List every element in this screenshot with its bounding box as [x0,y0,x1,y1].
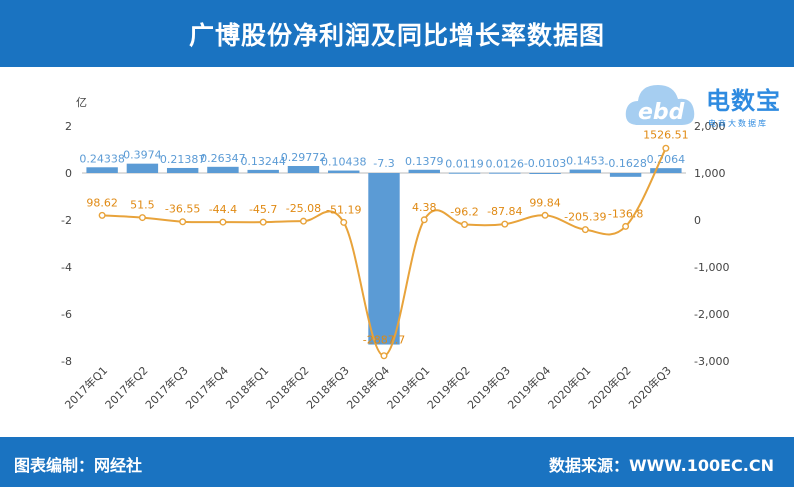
line-point [461,221,469,229]
bar-data-label: 0.21387 [160,153,206,166]
footer-bar: 图表编制：网经社 数据来源：WWW.100EC.CN [0,437,794,487]
line-data-label: -205.39 [564,211,606,224]
line-point [138,214,146,222]
x-tick-label: 2019年Q1 [384,363,433,412]
bar [126,163,159,173]
bar-data-label: 0.3974 [123,149,162,162]
bar [328,170,360,173]
svg-text:ebd: ebd [638,100,685,125]
line-point [179,218,187,226]
bar [609,173,642,177]
bar-data-label: 0.2064 [647,153,686,166]
right-tick-label: -3,000 [694,355,729,368]
line-data-label: -136.8 [608,207,643,220]
left-axis-unit: 亿 [76,96,87,109]
line-point [299,217,307,225]
x-tick-label: 2017年Q3 [142,363,191,412]
left-tick-label: -4 [61,261,72,274]
right-tick-label: -1,000 [694,261,729,274]
line-data-label: -2887.7 [363,334,405,347]
bar-data-label: 0.13244 [240,155,286,168]
bar [287,166,320,173]
line-point [219,218,227,226]
line-point [662,144,670,152]
left-tick-label: -8 [61,355,72,368]
line-point [501,220,509,228]
x-tick-label: 2019年Q2 [424,363,473,412]
x-tick-label: 2018年Q1 [223,363,272,412]
bar-data-label: 0.1453 [566,155,605,168]
line-data-label: -51.19 [326,203,361,216]
x-tick-label: 2018年Q4 [344,363,393,412]
logo: ebd 电数宝 电商大数据库 [624,73,784,135]
left-tick-label: 2 [65,120,72,133]
footer-credit: 图表编制：网经社 [14,456,143,475]
line-data-label: 51.5 [130,199,155,212]
bar-data-label: 0.1379 [405,155,444,168]
line-point [259,218,267,226]
bar-data-label: 0.29772 [281,151,327,164]
bar [368,173,400,345]
chart: 0.243380.39740.213870.263470.132440.2977… [61,96,729,412]
line-data-label: 4.38 [412,201,437,214]
x-tick-label: 2018年Q2 [263,363,312,412]
logo-brand: 电数宝 [706,87,781,115]
footer-source: 数据来源：WWW.100EC.CN [548,456,774,475]
right-tick-label: 0 [694,214,701,227]
line-point [420,216,428,224]
bar-data-label: 0.26347 [200,152,246,165]
x-tick-label: 2017年Q4 [183,363,232,412]
logo-tagline: 电商大数据库 [708,119,768,128]
right-tick-label: 1,000 [694,167,726,180]
page-title: 广博股份净利润及同比增长率数据图 [188,20,605,50]
header-bar: 广博股份净利润及同比增长率数据图 [0,0,794,67]
line-point [622,222,630,230]
bar [166,167,199,173]
left-tick-label: 0 [65,167,72,180]
x-tick-label: 2020年Q3 [625,363,674,412]
x-tick-label: 2020年Q2 [585,363,634,412]
line-point [98,211,106,219]
line-data-label: -25.08 [286,202,321,215]
bar-data-label: 0.24338 [79,152,125,165]
right-tick-label: -2,000 [694,308,729,321]
line-point [581,226,589,234]
x-tick-label: 2017年Q1 [62,363,111,412]
right-tick-label: 2,000 [694,120,726,133]
line-point [340,218,348,226]
bar [86,167,118,173]
bar [207,166,239,173]
bar [569,169,602,173]
line-data-label: -45.7 [249,203,277,216]
bar [247,169,279,173]
x-tick-label: 2018年Q3 [303,363,352,412]
bar-data-label: 0.0126 [486,158,525,171]
left-tick-label: -2 [61,214,72,227]
line-data-label: 1526.51 [643,128,689,141]
bar [489,172,521,174]
bar [408,169,440,173]
bar [650,168,682,173]
bar [529,173,561,174]
line-point [380,352,388,360]
line-data-label: -96.2 [450,206,478,219]
bar-data-label: -0.1628 [604,157,646,170]
line-point [541,211,549,219]
bar [448,172,481,174]
bar-data-label: -7.3 [373,157,394,170]
left-tick-label: -6 [61,308,72,321]
bar-data-label: -0.0103 [524,157,566,170]
line-data-label: 98.62 [86,196,118,209]
x-tick-label: 2019年Q4 [505,363,554,412]
x-tick-label: 2020年Q1 [545,363,594,412]
line-data-label: -44.4 [209,203,237,216]
x-tick-label: 2017年Q2 [102,363,151,412]
bar-data-label: 0.0119 [445,158,484,171]
bar-data-label: 0.10438 [321,156,367,169]
cloud-ebd-logo-icon: ebd [625,85,695,125]
x-tick-label: 2019年Q3 [464,363,513,412]
line-data-label: 99.84 [529,196,561,209]
line-data-label: -87.84 [487,205,522,218]
line-data-label: -36.55 [165,203,200,216]
